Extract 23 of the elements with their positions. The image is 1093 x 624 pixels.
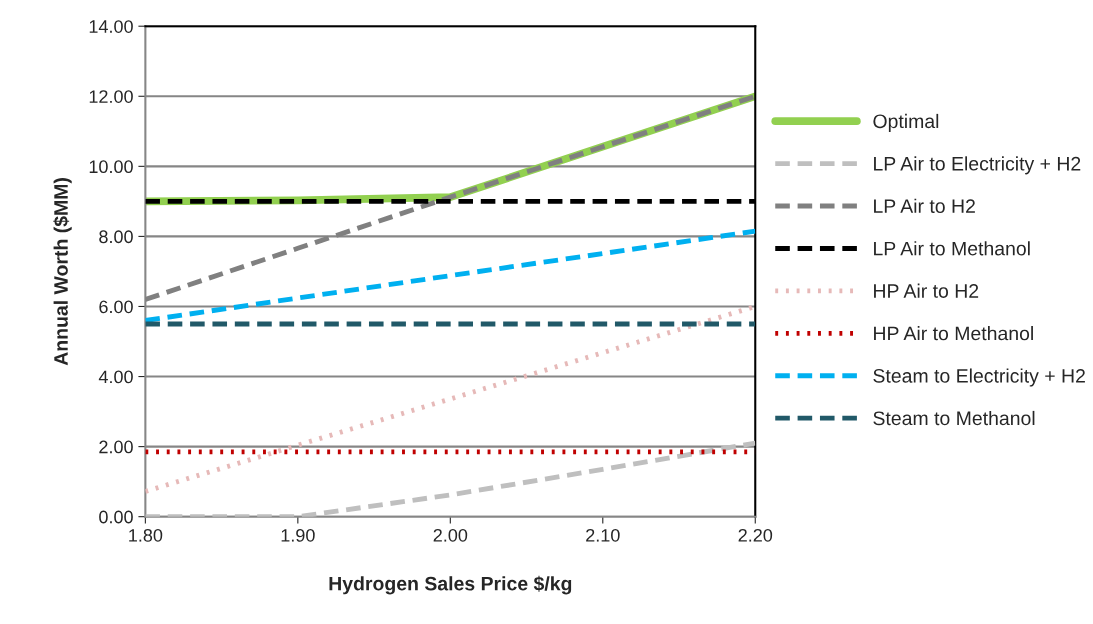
x-tick-label: 1.80 [129, 528, 163, 542]
legend-label: LP Air to Electricity + H2 [874, 156, 1081, 175]
y-tick-label: 12.00 [89, 90, 133, 103]
x-axis-title: Hydrogen Sales Price $/kg [329, 575, 572, 595]
legend-label: HP Air to H2 [874, 283, 979, 298]
y-tick-label: 2.00 [99, 440, 133, 454]
y-axis-title: Annual Worth ($MM) [53, 178, 72, 366]
legend-label: LP Air to Methanol [874, 241, 1030, 256]
x-tick-label: 2.20 [738, 528, 773, 542]
legend-label: Steam to Methanol [873, 410, 1035, 426]
y-tick-label: 8.00 [99, 230, 133, 244]
legend-label: HP Air to Methanol [874, 326, 1033, 341]
y-tick-label: 4.00 [98, 370, 133, 384]
x-tick-label: 2.00 [433, 528, 468, 542]
x-tick-label: 2.10 [586, 528, 620, 542]
y-tick-label: 14.00 [89, 20, 133, 33]
y-tick-label: 10.00 [89, 160, 133, 174]
y-tick-label: 0.00 [99, 510, 133, 524]
y-tick-label: 6.00 [99, 300, 133, 314]
x-tick-label: 1.90 [281, 528, 315, 542]
legend-label: LP Air to H2 [874, 198, 975, 214]
legend-label: Steam to Electricity + H2 [873, 368, 1085, 387]
legend-label: Optimal [873, 113, 939, 132]
